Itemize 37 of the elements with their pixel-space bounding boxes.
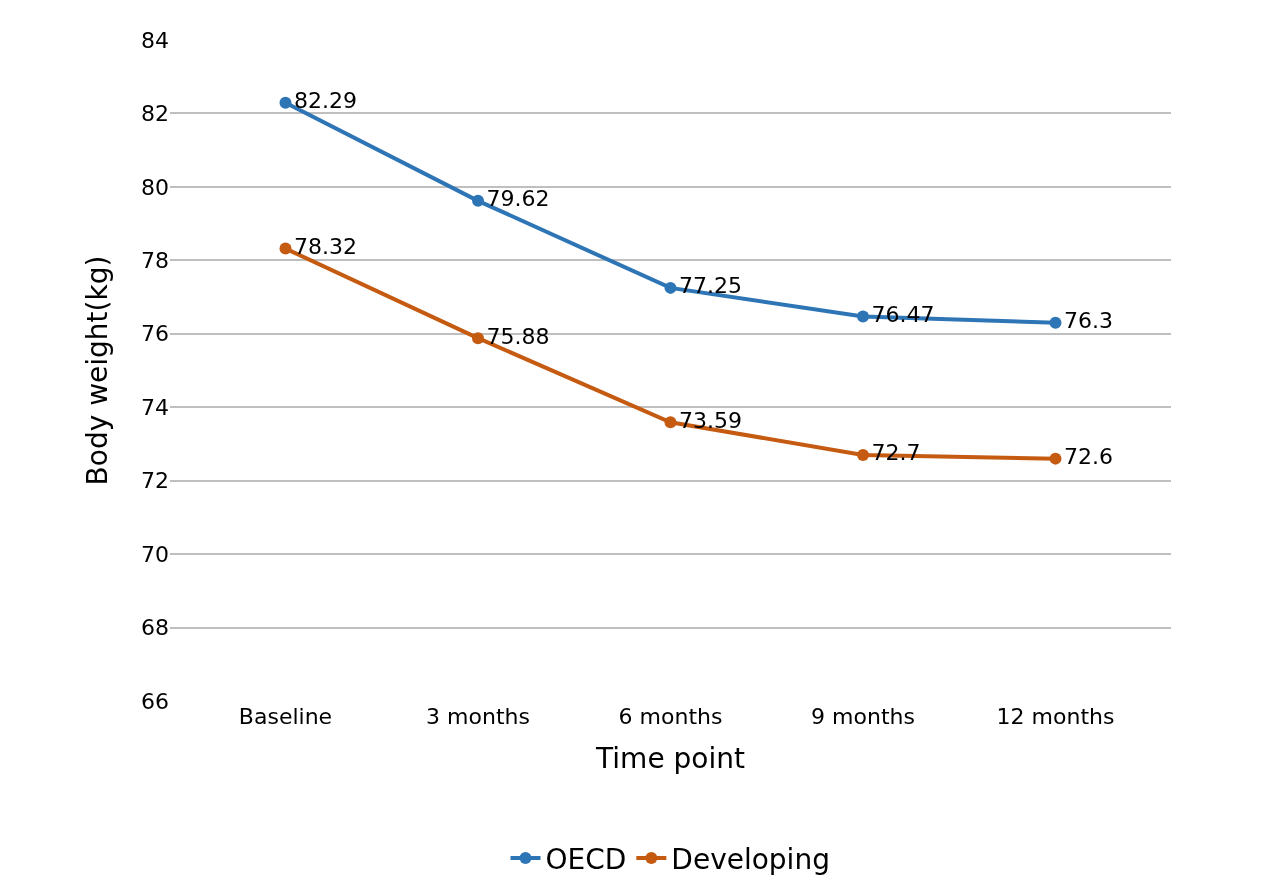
data-label: 79.62 — [486, 186, 550, 212]
point — [472, 332, 484, 345]
y-tick-label: 68 — [141, 615, 169, 641]
point — [1049, 452, 1062, 465]
x-tick-label: Baseline — [238, 704, 333, 729]
data-label: 78.32 — [294, 234, 357, 260]
x-tick-label: 3 months — [426, 704, 530, 729]
point — [279, 242, 292, 255]
data-label: 76.3 — [1064, 308, 1113, 334]
point — [472, 194, 484, 207]
point — [664, 416, 677, 429]
y-tick-label: 72 — [141, 468, 169, 494]
x-axis-title: Time point — [595, 742, 745, 776]
y-tick-label: 82 — [141, 101, 169, 127]
y-tick-label: 84 — [141, 27, 169, 53]
legend-label: OECD — [545, 842, 627, 876]
y-tick-label: 66 — [141, 688, 169, 714]
point — [857, 310, 869, 323]
point — [1049, 316, 1062, 329]
point — [857, 448, 869, 461]
y-tick-label: 80 — [141, 174, 169, 200]
x-tick-label: 12 months — [996, 704, 1115, 729]
data-label: 72.6 — [1064, 444, 1113, 470]
legend-label: Developing — [671, 842, 830, 876]
data-label: 77.25 — [679, 273, 742, 299]
data-label: 73.59 — [679, 407, 742, 433]
y-tick-label: 76 — [141, 321, 169, 347]
y-axis-title: Body weight(kg) — [80, 255, 114, 486]
y-tick-label: 70 — [141, 541, 169, 567]
data-label: 75.88 — [486, 323, 550, 349]
y-tick-label: 78 — [141, 248, 169, 274]
x-tick-label: 9 months — [811, 704, 915, 729]
data-label: 82.29 — [294, 88, 357, 114]
point — [664, 281, 677, 294]
y-tick-label: 74 — [141, 394, 169, 420]
x-tick-label: 6 months — [618, 704, 723, 729]
point — [279, 96, 292, 109]
